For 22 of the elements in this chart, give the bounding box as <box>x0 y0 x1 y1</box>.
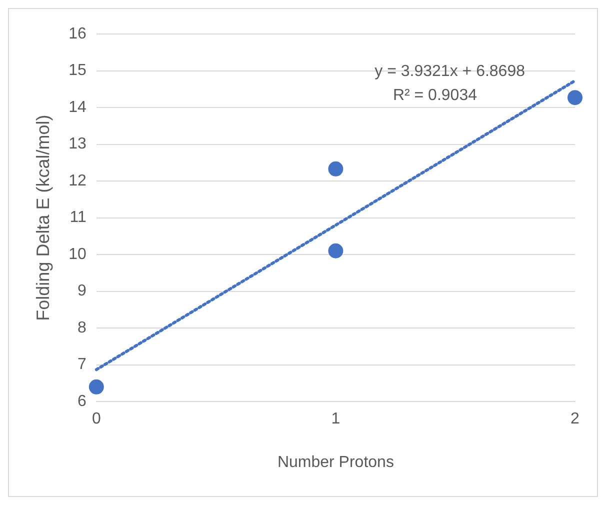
y-tick-label: 7 <box>77 356 86 374</box>
y-tick-label: 13 <box>68 136 86 153</box>
y-tick-label: 16 <box>68 25 86 42</box>
point <box>328 243 344 258</box>
x-axis-title: Number Protons <box>277 454 394 471</box>
y-tick-label: 9 <box>77 282 86 300</box>
y-tick-label: 6 <box>77 393 86 410</box>
point <box>568 90 582 106</box>
point <box>328 161 344 176</box>
point <box>88 379 104 394</box>
y-tick-label: 11 <box>70 209 86 226</box>
y-tick-label: 12 <box>68 172 86 190</box>
x-tick-label: 2 <box>570 410 580 428</box>
annotation: R² = 0.9034 <box>392 87 478 104</box>
x-tick-label: 1 <box>331 410 340 428</box>
annotation: y = 3.9321x + 6.8698 <box>374 63 526 80</box>
y-tick-label: 10 <box>68 246 86 263</box>
y-tick-label: 14 <box>68 98 86 116</box>
y-tick-label: 15 <box>68 62 86 80</box>
x-tick-label: 0 <box>92 410 101 428</box>
y-tick-label: 8 <box>77 319 86 336</box>
y-axis-title: Folding Delta E (kcal/mol) <box>32 114 53 321</box>
